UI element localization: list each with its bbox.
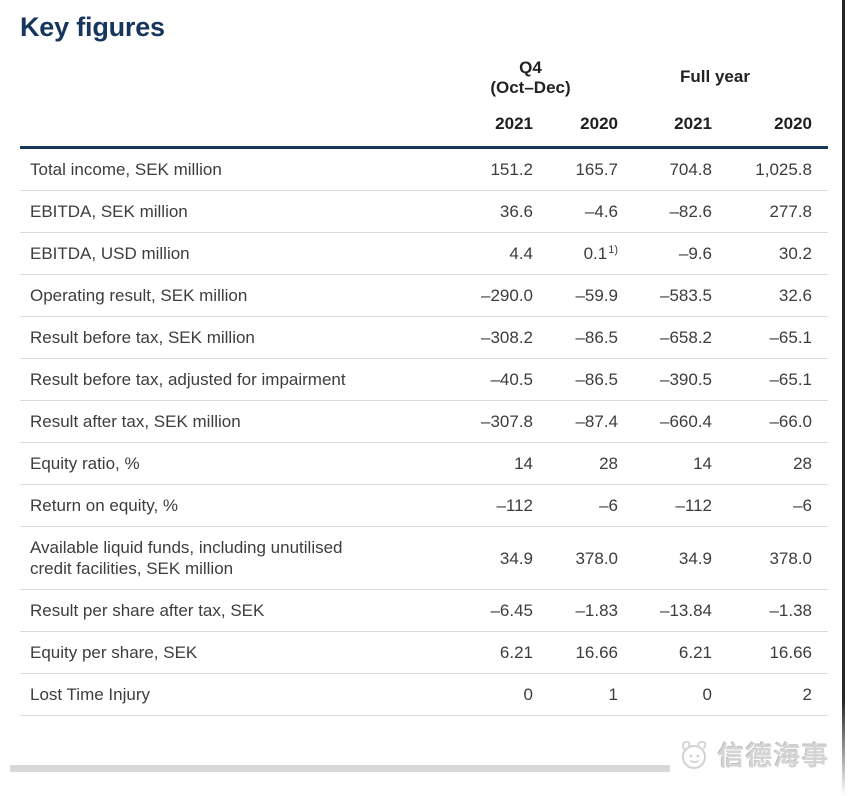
row-value: 28 xyxy=(793,454,812,473)
footnote-marker: 1) xyxy=(608,244,618,256)
table-year-header-row: 2021 2020 2021 2020 xyxy=(20,98,828,149)
row-value: 378.0 xyxy=(575,548,618,568)
table-row: Equity ratio, % 14 28 14 28 xyxy=(20,443,828,485)
row-label: Equity ratio, % xyxy=(30,454,140,473)
row-value: 378.0 xyxy=(769,548,812,568)
row-label: Result per share after tax, SEK xyxy=(30,601,265,620)
row-value: –112 xyxy=(675,496,712,515)
row-value: –658.2 xyxy=(660,328,712,347)
row-value: –13.84 xyxy=(660,601,712,620)
column-group-full-year: Full year xyxy=(680,67,750,86)
row-value: 6.21 xyxy=(499,643,533,662)
year-header-fy-2020: 2020 xyxy=(774,114,812,133)
row-value: 28 xyxy=(599,454,618,473)
row-value: –9.6 xyxy=(678,244,712,263)
row-label: Available liquid funds, including unutil… xyxy=(30,538,343,578)
watermark-text: 信德海事 xyxy=(717,740,830,771)
row-value: 0 xyxy=(702,685,712,704)
row-label: EBITDA, SEK million xyxy=(30,202,188,221)
table-row: Total income, SEK million 151.2 165.7 70… xyxy=(20,149,828,191)
row-value: –660.4 xyxy=(660,412,712,431)
table-body: Total income, SEK million 151.2 165.7 70… xyxy=(20,149,828,716)
year-header-fy-2021: 2021 xyxy=(674,114,712,133)
column-group-q4-line1: Q4 xyxy=(519,58,542,77)
table-row: Lost Time Injury 0 1 0 2 xyxy=(20,674,828,716)
table-row: Return on equity, % –112 –6 –112 –6 xyxy=(20,485,828,527)
row-value: 16.66 xyxy=(769,643,812,662)
row-value: –1.83 xyxy=(575,601,618,620)
report-page: Key figures Q4 (Oct–Dec) Full year 2021 … xyxy=(20,12,828,716)
row-value: 1,025.8 xyxy=(755,160,812,179)
row-value: 30.2 xyxy=(778,244,812,263)
column-group-q4: Q4 (Oct–Dec) xyxy=(443,56,618,98)
row-value: –66.0 xyxy=(769,412,812,431)
scan-edge-line xyxy=(842,0,845,796)
row-label: Equity per share, SEK xyxy=(30,643,198,662)
watermark: 信德海事 xyxy=(669,733,834,775)
row-value: –112 xyxy=(496,496,533,515)
row-value: –1.38 xyxy=(769,601,812,620)
row-value: 1 xyxy=(608,685,618,704)
table-row: Result after tax, SEK million –307.8 –87… xyxy=(20,401,828,443)
row-value: 14 xyxy=(514,454,533,473)
year-header-q4-2020: 2020 xyxy=(580,114,618,133)
row-value: 277.8 xyxy=(769,202,812,221)
row-value: 151.2 xyxy=(490,160,533,179)
row-value: 32.6 xyxy=(778,286,812,305)
table-row: Result before tax, SEK million –308.2 –8… xyxy=(20,317,828,359)
table-row: Available liquid funds, including unutil… xyxy=(20,527,828,590)
page-title: Key figures xyxy=(20,12,165,42)
table-row: Result per share after tax, SEK –6.45 –1… xyxy=(20,590,828,632)
table-row: Result before tax, adjusted for impairme… xyxy=(20,359,828,401)
row-value: 4.4 xyxy=(509,244,533,263)
row-value: 704.8 xyxy=(669,160,712,179)
row-label: Result before tax, adjusted for impairme… xyxy=(30,370,346,389)
row-value: –583.5 xyxy=(660,286,712,305)
row-value: –390.5 xyxy=(660,370,712,389)
year-header-q4-2021: 2021 xyxy=(495,114,533,133)
row-label: Operating result, SEK million xyxy=(30,286,248,305)
column-group-q4-line2: (Oct–Dec) xyxy=(490,78,571,97)
row-value: –307.8 xyxy=(481,412,533,431)
row-label: Total income, SEK million xyxy=(30,160,222,179)
row-value: 14 xyxy=(693,454,712,473)
row-label: Lost Time Injury xyxy=(30,685,150,704)
watermark-mascot-icon xyxy=(681,740,707,769)
row-value: –87.4 xyxy=(575,412,618,431)
row-value: 36.6 xyxy=(499,202,533,221)
row-value: 34.9 xyxy=(678,548,712,568)
row-value: –308.2 xyxy=(481,328,533,347)
row-label: Result after tax, SEK million xyxy=(30,412,241,431)
row-value: –65.1 xyxy=(769,370,812,389)
row-value: 16.66 xyxy=(575,643,618,662)
row-value: 165.7 xyxy=(575,160,618,179)
row-value: –40.5 xyxy=(490,370,533,389)
row-label: EBITDA, USD million xyxy=(30,244,190,263)
row-value: –4.6 xyxy=(584,202,618,221)
row-value: –290.0 xyxy=(481,286,533,305)
row-value: –59.9 xyxy=(575,286,618,305)
footer-divider xyxy=(10,765,688,772)
row-value: –82.6 xyxy=(669,202,712,221)
row-value: 6.21 xyxy=(678,643,712,662)
row-value: 0.11) xyxy=(583,244,618,263)
row-value: 34.9 xyxy=(499,548,533,568)
table-group-header-row: Q4 (Oct–Dec) Full year xyxy=(20,56,828,98)
row-label: Return on equity, % xyxy=(30,496,179,515)
row-value: –65.1 xyxy=(769,328,812,347)
row-label: Result before tax, SEK million xyxy=(30,328,255,347)
table-row: EBITDA, USD million 4.4 0.11) –9.6 30.2 xyxy=(20,233,828,275)
table-row: Equity per share, SEK 6.21 16.66 6.21 16… xyxy=(20,632,828,674)
row-value: 0 xyxy=(523,685,533,704)
row-value: –86.5 xyxy=(575,370,618,389)
row-value: –6 xyxy=(599,496,618,515)
table-row: EBITDA, SEK million 36.6 –4.6 –82.6 277.… xyxy=(20,191,828,233)
key-figures-table: Q4 (Oct–Dec) Full year 2021 2020 2021 20… xyxy=(20,56,828,716)
table-row: Operating result, SEK million –290.0 –59… xyxy=(20,275,828,317)
row-value: –6 xyxy=(793,496,812,515)
row-value: –86.5 xyxy=(575,328,618,347)
row-value: –6.45 xyxy=(490,601,533,620)
row-value: 2 xyxy=(802,685,812,704)
